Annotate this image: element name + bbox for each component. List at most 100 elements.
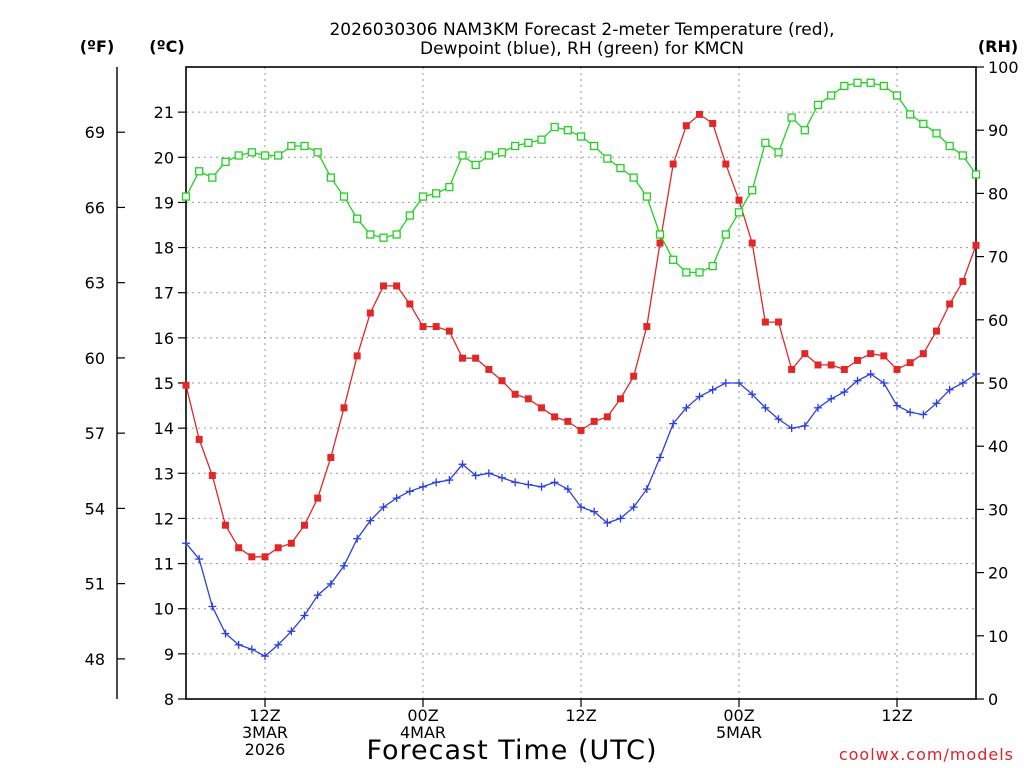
rh-point	[721, 230, 730, 239]
temperature-point	[735, 196, 743, 204]
dewpoint-point	[221, 629, 230, 638]
dewpoint-point	[972, 369, 980, 378]
rh-tick-label: 70	[988, 248, 1008, 267]
fahrenheit-tick-label: 51	[85, 575, 105, 594]
temperature-point	[274, 544, 282, 552]
temperature-point	[301, 521, 308, 529]
temperature-point	[709, 119, 717, 127]
rh-point	[734, 208, 744, 217]
series-rh	[181, 78, 981, 277]
temperature-point	[235, 544, 243, 552]
rh-point	[471, 160, 480, 170]
chart-title-line-2: Dewpoint (blue), RH (green) for KMCN	[420, 39, 744, 59]
dewpoint-point	[445, 476, 454, 485]
temperature-point	[208, 472, 216, 480]
rh-point	[511, 141, 520, 151]
celsius-tick-label: 17	[154, 284, 174, 303]
temperature-point	[906, 359, 914, 367]
dewpoint-point	[340, 561, 348, 570]
temperature-point	[498, 377, 506, 385]
rh-point	[497, 148, 507, 157]
celsius-tick-label: 10	[154, 600, 174, 619]
temperature-point	[366, 309, 374, 317]
dewpoint-point	[287, 627, 296, 636]
dewpoint-point	[405, 487, 414, 496]
temperature-point	[511, 390, 519, 398]
rh-point	[326, 173, 335, 182]
rh-point	[682, 268, 691, 277]
dewpoint-point	[208, 602, 217, 611]
rh-point	[945, 141, 954, 151]
dewpoint-point	[893, 401, 901, 410]
rh-point	[708, 261, 717, 271]
dewpoint-point	[919, 410, 928, 419]
dewpoint-point	[234, 640, 243, 649]
temperature-point	[380, 282, 387, 290]
dewpoint-point	[642, 485, 651, 494]
rh-point	[300, 141, 309, 151]
rh-point	[563, 126, 572, 135]
dewpoint-point	[774, 415, 783, 424]
temperature-point	[393, 282, 401, 290]
temperature-point	[459, 354, 466, 362]
temperature-point	[287, 539, 295, 547]
rh-point	[800, 126, 809, 135]
dewpoint-point	[708, 385, 717, 394]
fahrenheit-tick-label: 48	[85, 650, 105, 669]
celsius-unit-label: (ºC)	[149, 37, 184, 56]
dewpoint-point	[577, 503, 585, 512]
fahrenheit-tick-label: 69	[85, 123, 105, 142]
rh-point	[840, 81, 849, 91]
rh-point	[629, 173, 638, 182]
temperature-point	[445, 327, 453, 335]
x-tick-label: 00Z	[407, 706, 438, 725]
rh-point	[260, 151, 270, 160]
rh-point	[932, 129, 941, 138]
dewpoint-point	[247, 645, 256, 654]
temperature-point	[722, 160, 730, 168]
rh-point	[813, 100, 823, 110]
temperature-point	[524, 395, 532, 403]
rh-point	[906, 110, 915, 119]
temperature-point	[696, 110, 703, 118]
celsius-tick-label: 13	[154, 464, 174, 483]
rh-point	[379, 233, 388, 242]
rh-point	[853, 78, 862, 87]
rh-tick-label: 30	[988, 500, 1008, 519]
temperature-point	[959, 277, 967, 285]
rh-point	[353, 214, 362, 223]
temperature-point	[195, 435, 203, 443]
rh-point	[432, 189, 441, 198]
rh-point	[669, 255, 678, 264]
temperature-point	[327, 453, 335, 461]
rh-point	[234, 151, 243, 160]
temperature-point	[551, 413, 559, 421]
fahrenheit-tick-label: 66	[85, 198, 105, 217]
rh-point	[392, 230, 401, 239]
temperature-point	[603, 413, 611, 421]
fahrenheit-tick-label: 57	[85, 424, 105, 443]
dewpoint-point	[471, 471, 480, 480]
temperature-point	[222, 521, 229, 529]
temperature-point	[761, 318, 769, 326]
fahrenheit-tick-label: 54	[85, 499, 105, 518]
series-temperature	[182, 110, 980, 561]
x-tick-label: 12Z	[249, 706, 280, 725]
temperature-point	[564, 417, 572, 425]
rh-point	[971, 170, 981, 179]
celsius-tick-label: 12	[154, 509, 174, 528]
rh-unit-label: (RH)	[978, 37, 1018, 56]
x-tick-label: 3MAR	[242, 723, 288, 742]
celsius-tick-label: 8	[164, 690, 174, 709]
rh-point	[339, 192, 349, 201]
dewpoint-point	[563, 485, 572, 494]
celsius-tick-label: 11	[154, 555, 174, 574]
dewpoint-point	[603, 518, 612, 527]
rh-line	[185, 82, 977, 274]
axes: 8 9 10 11 12 13 14 15 16 17 18 19 20 21 48 51 54 57 60 63 66…	[85, 58, 1019, 759]
dewpoint-point	[840, 388, 849, 397]
temperature-point	[182, 381, 190, 389]
rh-tick-label: 80	[988, 184, 1008, 203]
dewpoint-point	[511, 478, 520, 487]
